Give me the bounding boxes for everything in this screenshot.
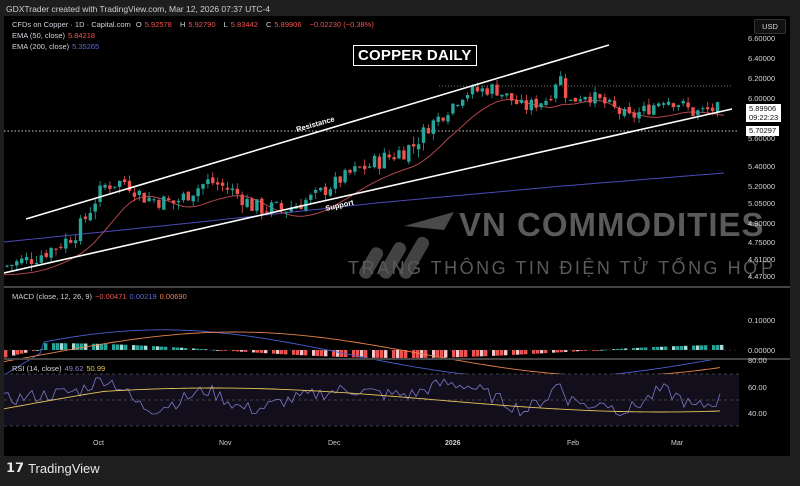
watermark-title: VN COMMODITIES <box>459 206 765 243</box>
price-tick: 4.75000 <box>748 238 776 247</box>
chart-credit: GDXTrader created with TradingView.com, … <box>6 4 271 14</box>
ema50-legend[interactable]: EMA (50, close) 5.84218 <box>12 31 96 40</box>
tradingview-icon: 𝟭𝟳 <box>6 460 25 475</box>
ohlc-close: C 5.89906 <box>265 20 302 29</box>
tradingview-logo[interactable]: 𝟭𝟳 TradingView <box>6 460 100 476</box>
price-tick: 6.40000 <box>748 54 776 63</box>
currency-button[interactable]: USD <box>754 19 786 34</box>
ema200-legend[interactable]: EMA (200, close) 5.35265 <box>12 42 100 51</box>
ohlc-low: L 5.83442 <box>223 20 258 29</box>
ohlc-high: H 5.92790 <box>179 20 216 29</box>
ohlc-open: O 5.92578 <box>135 20 172 29</box>
price-tick: 4.47000 <box>748 272 776 281</box>
price-tick: 6.00000 <box>748 94 776 103</box>
price-tick: 5.60000 <box>748 134 776 143</box>
rsi-legend[interactable]: RSI (14, close) 49.62 50.99 <box>12 364 106 373</box>
price-tick: 5.40000 <box>748 162 776 171</box>
symbol-legend[interactable]: CFDs on Copper · 1D · Capital.com O 5.925… <box>12 20 377 29</box>
price-tick: 6.60000 <box>748 34 776 43</box>
level-price-label: 5.70297 <box>746 126 780 136</box>
last-price-label: 5.89906 09:22:23 <box>746 104 782 122</box>
symbol-name: CFDs on Copper · 1D · Capital.com <box>12 20 131 29</box>
chart-title: COPPER DAILY <box>353 45 477 66</box>
pane-separator[interactable] <box>4 358 790 360</box>
price-tick: 4.90000 <box>748 219 776 228</box>
pane-separator[interactable] <box>4 286 790 288</box>
bar-countdown: 09:22:23 <box>749 113 779 122</box>
macd-legend[interactable]: MACD (close, 12, 26, 9) −0.00471 0.00219 0.… <box>12 292 187 301</box>
price-tick: 5.05000 <box>748 199 776 208</box>
chart-frame[interactable]: Resistance Support CFDs on Copper · 1D · … <box>4 16 790 456</box>
price-change: −0.02230 (−0.38%) <box>309 20 374 29</box>
price-axis[interactable]: USD 6.600006.400006.200006.000005.800005… <box>742 16 790 456</box>
watermark-subtitle: TRANG THÔNG TIN ĐIỆN TỬ TỔNG HỢP <box>348 258 776 278</box>
price-tick: 4.61000 <box>748 255 776 264</box>
price-tick: 5.20000 <box>748 182 776 191</box>
price-tick: 6.20000 <box>748 74 776 83</box>
